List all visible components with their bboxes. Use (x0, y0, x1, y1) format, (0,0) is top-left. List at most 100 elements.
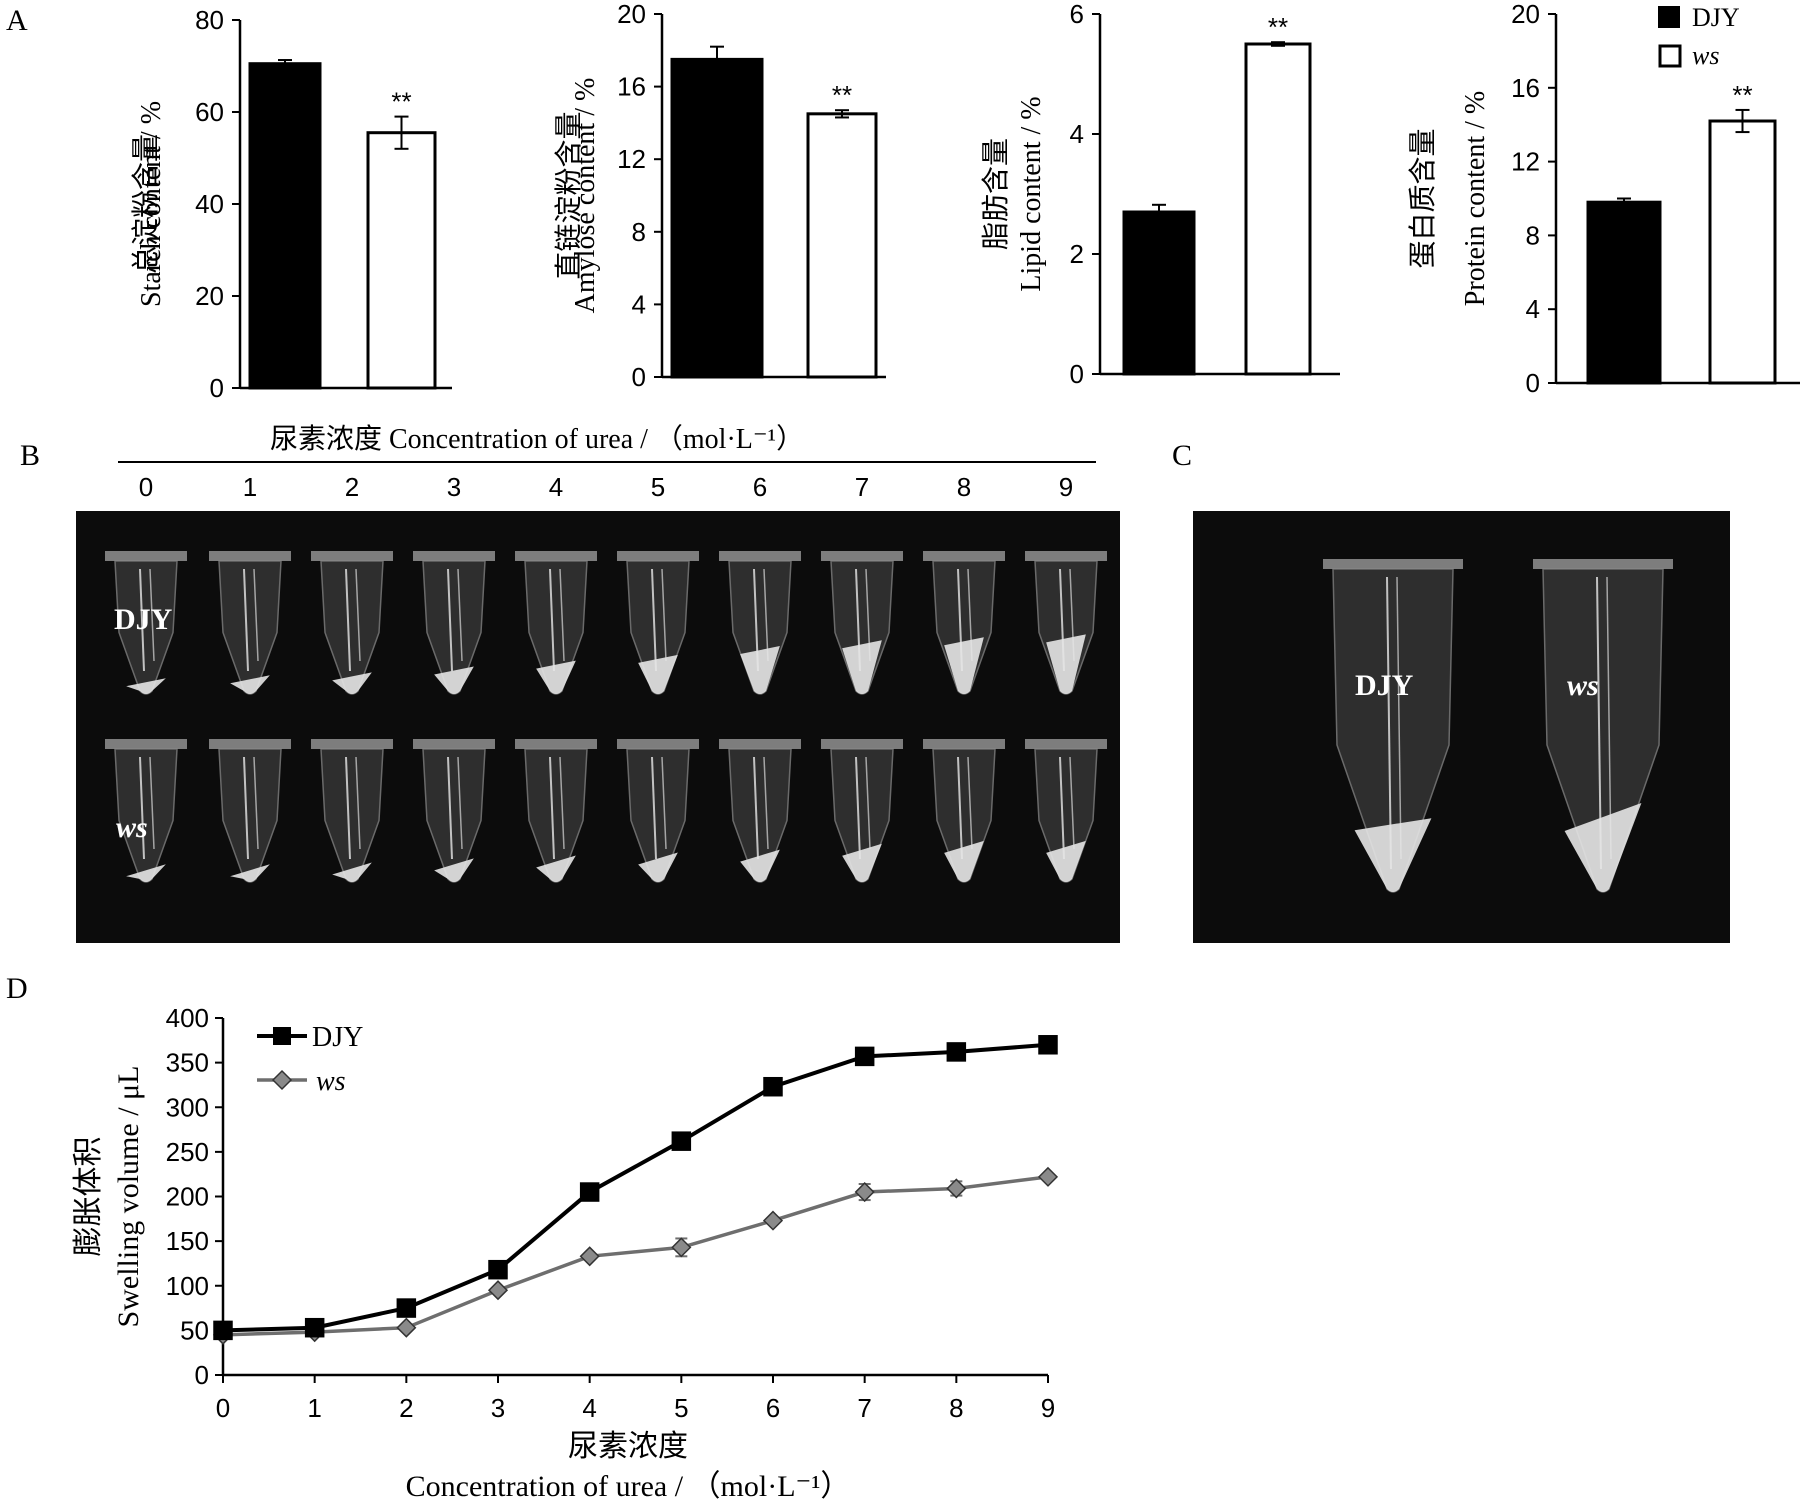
legend-djy-marker (273, 1027, 291, 1045)
series-ws-point (671, 1237, 692, 1258)
series-ws-point (487, 1280, 509, 1301)
tube-cap (821, 739, 903, 749)
photo-c-tubes: DJY ws (1193, 511, 1730, 943)
tube-cap (1533, 559, 1673, 569)
photo-b-conc-label: 8 (957, 472, 971, 502)
lipid-significance: ** (1268, 12, 1288, 42)
tube-sediment (536, 660, 576, 694)
swelling-x-tick-label: 0 (216, 1393, 230, 1423)
tube-sediment (842, 640, 882, 694)
tube-sediment (1046, 634, 1086, 694)
swelling-x-tick-label: 2 (399, 1393, 413, 1423)
panel-label-d: D (6, 972, 28, 1005)
series-djy-line (222, 1042, 1049, 1333)
series-ws-point (762, 1210, 784, 1231)
tube-highlight (651, 756, 657, 860)
series-ws-line (222, 1175, 1049, 1337)
tube-highlight (763, 756, 769, 850)
starch-y-label-en: Starch content / % (136, 101, 167, 307)
starch-significance: ** (391, 87, 411, 117)
tube-sediment (230, 675, 270, 694)
tube-highlight (559, 756, 565, 850)
photo-b-tube-djy (923, 551, 1005, 695)
tube-sediment (126, 678, 166, 694)
tube-body (320, 748, 384, 883)
tube-cap (1025, 551, 1107, 561)
tube-sediment (434, 858, 474, 882)
photo-b-tube-djy (311, 551, 393, 695)
photo-b-conc-label: 2 (345, 472, 359, 502)
protein-y-label-en: Protein content / % (1460, 91, 1491, 306)
series-djy-point (304, 1317, 325, 1338)
protein-y-tick-label: 0 (1526, 368, 1540, 398)
photo-b-tube-ws (515, 739, 597, 883)
panel-label-a: A (6, 4, 28, 37)
starch-y-tick-label: 80 (195, 5, 224, 35)
swelling-x-tick-label: 7 (857, 1393, 871, 1423)
legend-ws-label: ws (316, 1066, 346, 1097)
tube-sediment (740, 646, 780, 694)
tube-highlight (1059, 756, 1065, 860)
photo-b-tube-ws (821, 739, 903, 883)
tube-cap (719, 551, 801, 561)
tube-highlight (763, 568, 769, 662)
amylose-bar-djy (670, 57, 764, 379)
photo-b-tube-djy (413, 551, 495, 695)
amylose-y-tick-label: 0 (632, 362, 646, 392)
photo-b-concentration-labels: 0 1 2 3 4 5 6 7 8 9 (139, 472, 1073, 502)
tube-cap (515, 551, 597, 561)
tube-highlight (559, 568, 565, 662)
tube-highlight (149, 756, 155, 850)
legend-ws-swatch (1658, 44, 1682, 68)
tube-body (218, 560, 282, 695)
tube-highlight (355, 756, 361, 850)
tube-highlight (253, 568, 259, 662)
tube-sediment (638, 852, 678, 882)
photo-b-tube-ws (413, 739, 495, 883)
amylose-y-tick-label: 16 (617, 72, 646, 102)
tube-cap (311, 551, 393, 561)
swelling-y-tick-label: 150 (166, 1226, 209, 1256)
swelling-y-label-cn: 膨胀体积 (72, 1137, 105, 1257)
protein-y-label-cn: 蛋白质含量 (1407, 128, 1439, 268)
tube-highlight (345, 756, 351, 860)
protein-significance: ** (1732, 80, 1752, 110)
protein-y-tick-label: 12 (1511, 147, 1540, 177)
tube-cap (311, 739, 393, 749)
photo-b-tube-ws (617, 739, 699, 883)
series-ws-point (854, 1181, 875, 1203)
tube-highlight (549, 756, 555, 860)
tube-highlight (865, 756, 871, 850)
series-djy-point (946, 1042, 967, 1062)
photo-b-conc-label: 0 (139, 472, 153, 502)
tube-cap (515, 739, 597, 749)
series-djy-point (213, 1320, 233, 1341)
protein-y-tick-label: 4 (1526, 294, 1540, 324)
photo-b-tube-djy (209, 551, 291, 695)
photo-b-tube-djy (821, 551, 903, 695)
amylose-y-tick-label: 8 (632, 217, 646, 247)
tube-highlight (149, 568, 155, 662)
panel-label-b: B (20, 439, 40, 472)
tube-highlight (651, 568, 657, 672)
tube-sediment (740, 849, 780, 882)
tube-cap (821, 551, 903, 561)
tube-body (218, 748, 282, 883)
tube-highlight (957, 756, 963, 860)
lipid-y-tick-label: 4 (1070, 119, 1084, 149)
tube-cap (1323, 559, 1463, 569)
photo-c-tube-djy (1323, 559, 1463, 893)
tube-sediment (944, 637, 984, 694)
tube-highlight (1386, 576, 1392, 870)
tube-highlight (447, 756, 453, 860)
starch-y-tick-label: 60 (195, 97, 224, 127)
photo-b-tube-ws (1025, 739, 1107, 883)
photo-b-conc-label: 3 (447, 472, 461, 502)
lipid-y-tick-label: 6 (1070, 0, 1084, 29)
tube-body (422, 748, 486, 883)
photo-b-conc-label: 9 (1059, 472, 1073, 502)
photo-b-tube-ws (311, 739, 393, 883)
tube-cap (413, 551, 495, 561)
